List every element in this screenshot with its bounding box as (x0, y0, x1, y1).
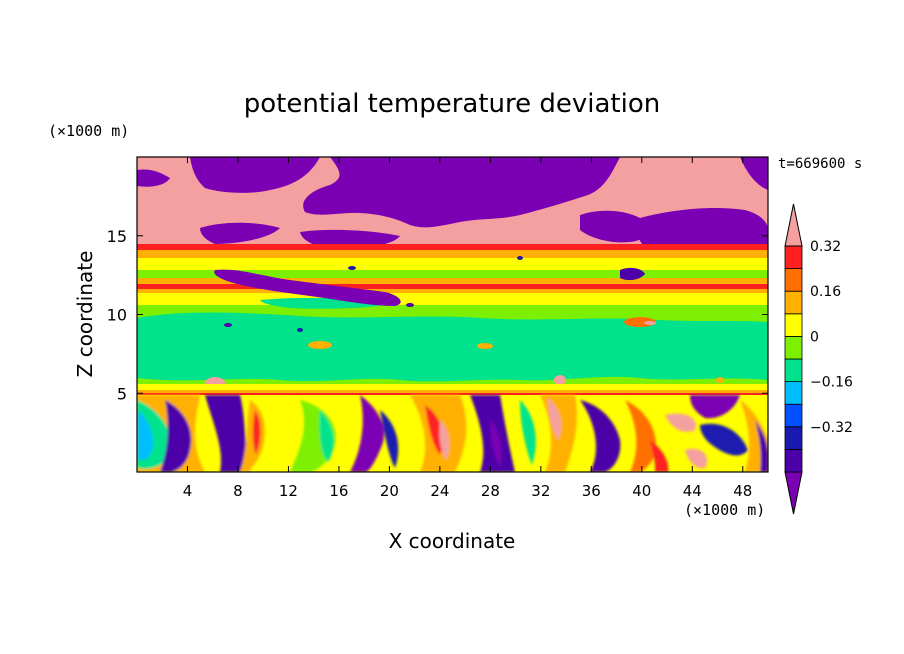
low-purple-4 (350, 395, 384, 472)
low-purple-8 (580, 400, 621, 472)
y-tick-label: 5 (117, 384, 127, 403)
low-pink-10 (685, 448, 708, 469)
colorbar-swatch (784, 403, 803, 428)
x-tick-label: 8 (233, 482, 243, 500)
x-tick-label: 20 (380, 482, 399, 500)
low-pink-7 (548, 398, 562, 440)
lower-layer (137, 395, 768, 472)
purple-streak (214, 269, 401, 306)
colorbar-label: −0.32 (810, 420, 853, 436)
colorbar-label: 0 (810, 329, 819, 345)
stripe-orange-low (137, 390, 768, 393)
colorbar: 0.32 0.16 0 −0.16 −0.32 (784, 203, 853, 515)
colorbar-swatch (784, 358, 803, 383)
colorbar-label: −0.16 (810, 375, 853, 391)
low-purple-10 (690, 395, 740, 419)
stripe-orange-mid-2 (137, 289, 768, 293)
colorbar-lower-extend (784, 471, 803, 515)
low-red-5 (425, 405, 444, 455)
low-red-9 (650, 440, 669, 472)
stripe-yellow-low (137, 384, 768, 390)
x-tick-label: 44 (683, 482, 702, 500)
x-tick-label: 32 (531, 482, 550, 500)
x-tick-label: 28 (481, 482, 500, 500)
x-axis: 4 8 12 16 20 24 28 32 36 40 44 48 (183, 157, 752, 500)
low-orange-2 (240, 400, 265, 472)
middle-teal-blob (137, 312, 768, 382)
upper-layer (137, 157, 768, 252)
time-label: t=669600 s (778, 156, 862, 172)
x-tick-label: 16 (329, 482, 348, 500)
upper-purple-patch-5 (137, 169, 170, 187)
colorbar-swatch (784, 290, 803, 315)
low-blue-1 (137, 410, 154, 460)
upper-purple-patch-8 (300, 229, 400, 249)
chart-title: potential temperature deviation (244, 89, 660, 119)
low-orange-9 (625, 400, 656, 472)
x-tick-label: 48 (733, 482, 752, 500)
colorbar-upper-extend (784, 203, 803, 247)
low-purple-6b (490, 420, 502, 468)
low-pink-9 (665, 413, 696, 432)
x-tick-label: 12 (279, 482, 298, 500)
low-blue-10 (700, 423, 748, 456)
contour-field (137, 157, 768, 472)
stripe-red-low (137, 393, 768, 395)
upper-purple-patch-4 (636, 207, 768, 252)
x-axis-title: X coordinate (389, 529, 516, 553)
x-tick-label: 40 (632, 482, 651, 500)
colorbar-swatch (784, 426, 803, 450)
stripe-red-mid (137, 284, 768, 289)
upper-purple-patch-3 (580, 210, 649, 243)
colorbar-label: 0.32 (810, 239, 841, 255)
stripe-yellow-mid (137, 270, 768, 278)
low-teal-7 (520, 400, 536, 465)
colorbar-swatch (784, 268, 803, 292)
upper-purple-patch-7 (740, 157, 768, 190)
colorbar-swatch (784, 381, 803, 405)
y-tick-label: 15 (107, 227, 127, 246)
low-purple-2 (205, 395, 250, 472)
low-purple-1 (160, 400, 192, 472)
colorbar-swatch (784, 448, 803, 473)
y-unit-label: (×1000 m) (48, 122, 129, 140)
colorbar-label: 0.16 (810, 284, 841, 300)
stripe-orange-upper (137, 250, 768, 258)
low-pink-5 (439, 420, 450, 460)
low-purple-11 (755, 420, 768, 472)
stripe-red-upper (137, 244, 768, 250)
y-axis: 5 10 15 (107, 227, 768, 403)
low-red-2 (252, 410, 261, 455)
colorbar-swatch (784, 245, 803, 270)
upper-purple-patch-6 (200, 222, 280, 244)
stripe-yellow-mid-2 (137, 293, 768, 305)
colorbar-swatch (784, 313, 803, 337)
low-blue-4 (380, 410, 399, 468)
upper-purple-patch-1 (190, 157, 320, 193)
upper-purple-patch-2 (303, 157, 620, 228)
x-tick-label: 4 (183, 482, 193, 500)
x-unit-label: (×1000 m) (684, 501, 765, 519)
stripe-orange-mid (137, 278, 768, 284)
x-tick-label: 24 (430, 482, 449, 500)
x-tick-label: 36 (582, 482, 601, 500)
colorbar-swatch (784, 335, 803, 360)
stripe-yellow-upper (137, 258, 768, 270)
y-axis-title: Z coordinate (73, 251, 97, 378)
low-teal-3 (319, 410, 334, 462)
y-tick-label: 10 (107, 306, 127, 325)
